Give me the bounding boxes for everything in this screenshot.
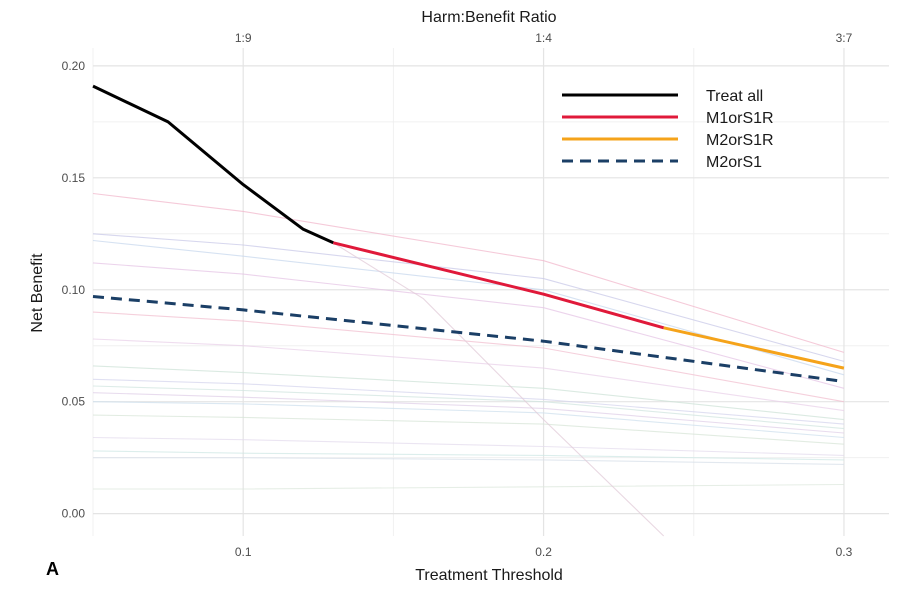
background-curve-17 <box>333 242 665 537</box>
legend-label-m1ors1r: M1orS1R <box>706 110 774 127</box>
top-axis-title: Harm:Benefit Ratio <box>421 9 556 26</box>
series-line-m2ors1r <box>663 326 845 370</box>
top-tick-label: 1:9 <box>235 31 252 45</box>
background-curve-7 <box>92 365 844 421</box>
background-curve-14 <box>92 450 844 461</box>
background-curve-6 <box>92 338 844 412</box>
background-curve-2 <box>92 233 845 362</box>
top-tick-labels: 1:9 1:4 3:7 <box>235 31 853 45</box>
background-curve-1 <box>92 192 845 353</box>
x-tick-label: 0.3 <box>836 545 853 559</box>
background-curve-13 <box>92 436 844 456</box>
major-gridlines <box>93 48 889 536</box>
top-tick-label: 3:7 <box>836 31 853 45</box>
background-curve-12 <box>92 414 844 445</box>
x-axis-title: Treatment Threshold <box>415 567 563 584</box>
y-tick-label: 0.20 <box>62 59 86 73</box>
background-curve-15 <box>93 457 844 465</box>
series-line-m1ors1r <box>332 241 665 330</box>
x-tick-label: 0.2 <box>535 545 552 559</box>
background-curve-10 <box>92 392 844 434</box>
legend-label-m2ors1: M2orS1 <box>706 154 762 171</box>
y-tick-labels: 0.00 0.05 0.10 0.15 0.20 <box>62 59 86 521</box>
background-curve-3 <box>92 239 845 376</box>
legend-label-m2ors1r: M2orS1R <box>706 132 774 149</box>
background-curve-5 <box>92 311 844 403</box>
series-curves <box>92 84 845 383</box>
x-tick-labels: 0.1 0.2 0.3 <box>235 545 853 559</box>
background-curve-4 <box>92 262 845 389</box>
y-tick-label: 0.15 <box>62 171 86 185</box>
x-tick-label: 0.1 <box>235 545 252 559</box>
legend-label-treat-all: Treat all <box>706 88 763 105</box>
y-tick-label: 0.05 <box>62 395 86 409</box>
y-tick-label: 0.00 <box>62 507 86 521</box>
background-curve-11 <box>92 401 844 439</box>
background-curve-8 <box>92 378 844 425</box>
series-line-treat-all <box>92 84 334 245</box>
top-tick-label: 1:4 <box>535 31 552 45</box>
y-tick-label: 0.10 <box>62 283 86 297</box>
background-curve-16 <box>93 483 844 490</box>
y-axis-title: Net Benefit <box>29 253 46 333</box>
panel-label: A <box>46 559 59 579</box>
series-line-m2ors1 <box>92 295 845 383</box>
background-curve-9 <box>92 385 844 430</box>
background-curves <box>92 192 845 537</box>
legend: Treat all M1orS1R M2orS1R M2orS1 <box>562 88 774 171</box>
